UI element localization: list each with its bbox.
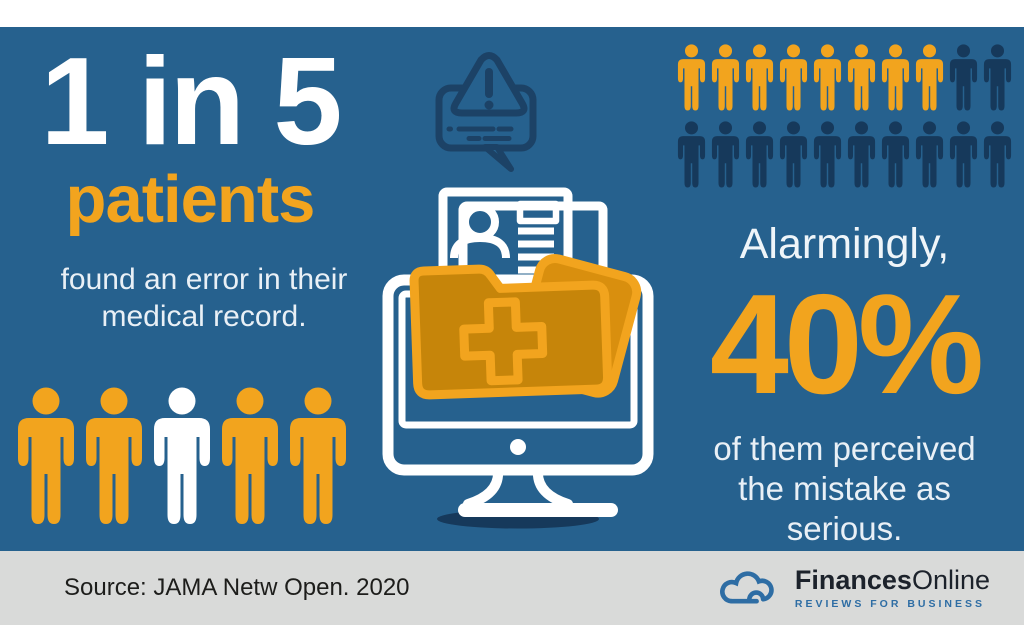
patient-avatar-head <box>461 203 499 241</box>
pictograph-40-percent <box>672 43 1017 190</box>
person-icon <box>150 386 214 528</box>
brand-name-bold: Finances <box>794 564 912 595</box>
right-description-line1: of them perceived <box>713 430 976 467</box>
person-icon <box>846 43 877 113</box>
finances-online-logo: FinancesOnline REVIEWS FOR BUSINESS <box>717 564 1004 612</box>
person-icon <box>710 120 741 190</box>
right-description: of them perceived the mistake as serious… <box>672 429 1017 549</box>
person-icon <box>982 43 1013 113</box>
person-icon <box>982 120 1013 190</box>
medical-folder <box>409 264 613 400</box>
person-icon <box>744 43 775 113</box>
headline-1-in-5: 1 in 5 <box>40 33 342 171</box>
person-icon <box>914 43 945 113</box>
left-description-line2: medical record. <box>101 300 307 333</box>
record-photo-box <box>516 200 560 225</box>
lead-in-text: Alarmingly, <box>739 220 950 268</box>
statistic-40-percent: 40% <box>709 265 984 424</box>
brand-name: FinancesOnline <box>794 564 990 595</box>
left-description: found an error in their medical record. <box>24 261 384 335</box>
person-icon <box>812 43 843 113</box>
subheadline-patients: patients <box>65 162 316 237</box>
left-description-line1: found an error in their <box>60 263 348 296</box>
left-column: 1 in 5 patients found an error in their … <box>10 40 370 335</box>
person-icon <box>812 120 843 190</box>
right-description-line3: serious. <box>786 510 903 547</box>
person-icon <box>948 120 979 190</box>
person-icon <box>880 43 911 113</box>
person-icon <box>676 43 707 113</box>
brand-name-regular: Online <box>911 564 990 595</box>
pictograph-row-2 <box>676 120 1013 190</box>
right-description-line2: the mistake as <box>738 470 951 507</box>
cloud-logo-icon <box>719 571 774 604</box>
person-icon <box>744 120 775 190</box>
person-icon <box>676 120 707 190</box>
footer-bar: Source: JAMA Netw Open. 2020 FinancesOnl… <box>0 551 1024 625</box>
right-column: Alarmingly, 40% of them perceived the mi… <box>672 0 1017 549</box>
person-icon <box>218 386 282 528</box>
person-icon <box>286 386 350 528</box>
person-icon <box>846 120 877 190</box>
person-icon <box>880 120 911 190</box>
person-icon <box>948 43 979 113</box>
brand-text: FinancesOnline REVIEWS FOR BUSINESS <box>794 564 990 610</box>
monitor-chin-dot <box>510 439 526 455</box>
person-icon <box>710 43 741 113</box>
medical-cross-icon <box>459 297 548 386</box>
person-icon <box>778 120 809 190</box>
alert-message-bubble-icon <box>435 52 537 172</box>
person-icon <box>14 386 78 528</box>
patient-avatar-shoulders <box>450 234 510 259</box>
person-icon <box>778 43 809 113</box>
pictograph-1-in-5 <box>10 386 354 528</box>
brand-tagline: REVIEWS FOR BUSINESS <box>794 597 986 610</box>
person-icon <box>914 120 945 190</box>
monitor-stand-base <box>458 503 618 517</box>
source-citation: Source: JAMA Netw Open. 2020 <box>64 574 410 601</box>
pictograph-row-1 <box>676 43 1013 113</box>
person-icon <box>82 386 146 528</box>
medical-record-monitor-illustration <box>382 187 654 529</box>
